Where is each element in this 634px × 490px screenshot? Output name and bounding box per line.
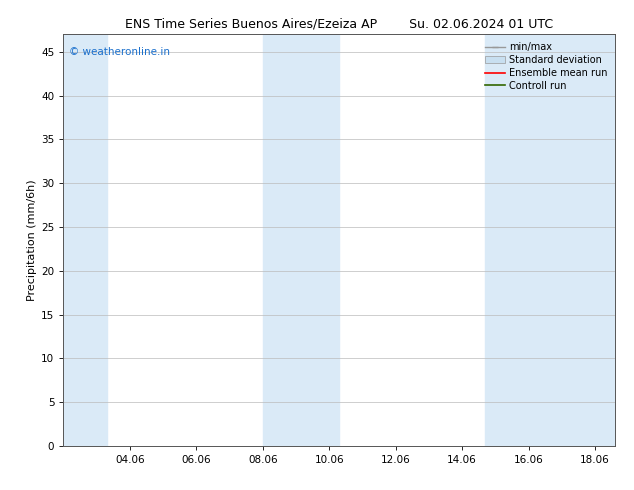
Bar: [486, 34, 519, 446]
Text: © weatheronline.in: © weatheronline.in: [69, 47, 170, 57]
Bar: [63, 34, 107, 446]
Bar: [519, 34, 615, 446]
Title: ENS Time Series Buenos Aires/Ezeiza AP        Su. 02.06.2024 01 UTC: ENS Time Series Buenos Aires/Ezeiza AP S…: [125, 17, 553, 30]
Legend: min/max, Standard deviation, Ensemble mean run, Controll run: min/max, Standard deviation, Ensemble me…: [482, 39, 610, 94]
Bar: [296, 34, 339, 446]
Y-axis label: Precipitation (mm/6h): Precipitation (mm/6h): [27, 179, 37, 301]
Bar: [262, 34, 296, 446]
